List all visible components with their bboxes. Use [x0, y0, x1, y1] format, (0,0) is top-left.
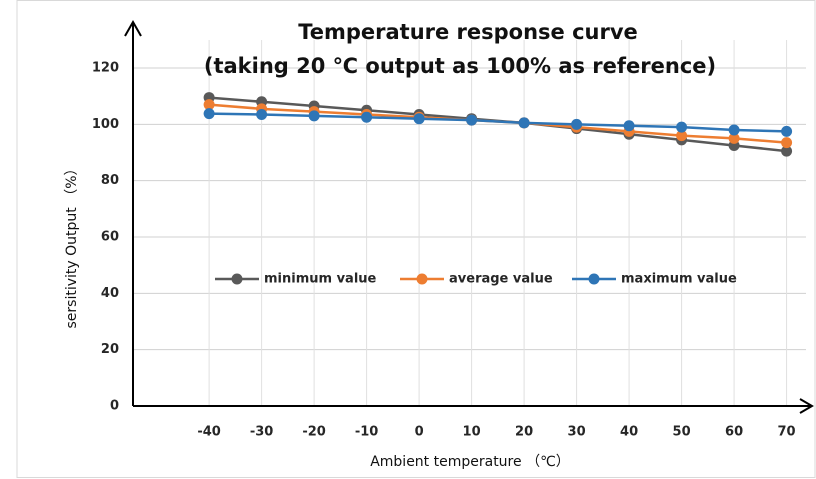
data-point	[466, 114, 478, 126]
y-tick-label: 120	[92, 61, 119, 76]
x-tick-label: 0	[415, 425, 424, 440]
y-axis-label: sersitivity Output （%）	[64, 161, 80, 328]
legend-marker	[416, 273, 428, 285]
data-point	[728, 132, 740, 144]
data-point	[781, 137, 793, 149]
x-tick-label: -30	[250, 425, 274, 440]
x-axis-arrow	[799, 398, 814, 414]
y-tick-label: 80	[101, 173, 119, 188]
x-tick-label: 60	[725, 425, 743, 440]
x-tick-label: 20	[515, 425, 533, 440]
x-tick-label: 30	[568, 425, 586, 440]
data-point	[256, 108, 268, 120]
data-point	[781, 145, 793, 157]
x-tick-label: 40	[620, 425, 638, 440]
data-point	[308, 110, 320, 122]
x-axis-label: Ambient temperature （℃）	[370, 454, 570, 470]
y-tick-label: 100	[92, 117, 119, 132]
chart-title: Temperature response curve	[298, 20, 638, 44]
legend-text: minimum value	[264, 272, 377, 287]
x-tick-label: 70	[778, 425, 796, 440]
y-tick-label: 0	[110, 399, 119, 414]
x-tick-label: -20	[302, 425, 326, 440]
chart-subtitle: (taking 20 ℃ output as 100% as reference…	[204, 54, 716, 78]
data-point	[623, 120, 635, 132]
data-point	[676, 130, 688, 142]
data-point	[676, 121, 688, 133]
data-point	[518, 117, 530, 129]
data-point	[361, 111, 373, 123]
x-tick-label: 50	[673, 425, 691, 440]
data-point	[728, 124, 740, 136]
legend-text: maximum value	[621, 272, 737, 287]
legend-marker	[588, 273, 600, 285]
x-tick-label: -10	[355, 425, 379, 440]
data-point	[203, 99, 215, 111]
y-tick-label: 40	[101, 286, 119, 301]
y-tick-label: 60	[101, 230, 119, 245]
series-line	[209, 112, 787, 133]
data-point	[413, 113, 425, 125]
data-point	[781, 125, 793, 137]
data-point	[571, 118, 583, 130]
y-axis-arrow	[124, 19, 142, 37]
y-tick-label: 20	[101, 342, 119, 357]
x-tick-label: 10	[463, 425, 481, 440]
x-tick-label: -40	[197, 425, 221, 440]
legend-text: average value	[449, 272, 553, 287]
data-point	[203, 108, 215, 120]
legend-marker	[231, 273, 243, 285]
